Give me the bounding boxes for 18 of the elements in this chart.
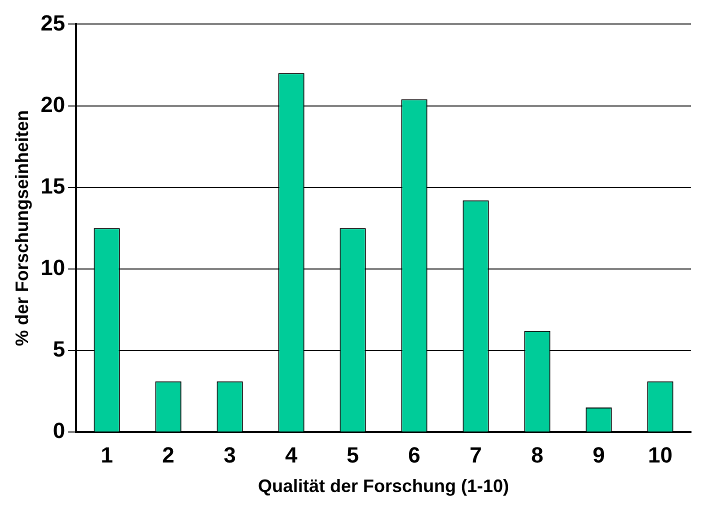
x-tick-label: 3	[224, 442, 236, 468]
x-tick-label: 6	[408, 442, 420, 468]
y-tick-label: 15	[40, 173, 66, 198]
x-tick-label: 1	[100, 442, 113, 468]
x-axis-title: Qualität der Forschung (1-10)	[258, 476, 510, 496]
y-tick-label: 0	[52, 418, 66, 444]
y-tick-label: 25	[40, 10, 66, 36]
y-tick-label: 5	[52, 336, 66, 362]
x-tick-label: 5	[346, 442, 359, 468]
x-tick-label: 8	[531, 442, 544, 468]
x-tick-label: 2	[162, 442, 174, 468]
y-tick-label: 10	[40, 254, 66, 280]
y-axis-title: % der Forschungseinheiten	[12, 110, 32, 346]
x-tick-label: 4	[285, 442, 298, 468]
x-tick-label: 9	[592, 442, 605, 468]
x-tick-label: 7	[470, 442, 482, 468]
y-tick-label: 20	[40, 92, 66, 117]
x-tick-label: 10	[648, 442, 672, 468]
